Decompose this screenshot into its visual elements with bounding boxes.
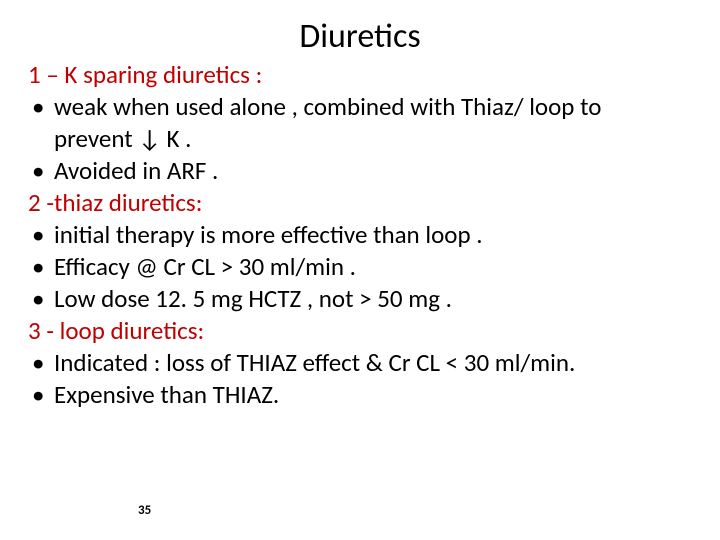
bullet-text: Expensive than THIAZ. <box>54 379 692 411</box>
bullet-marker: • <box>28 283 54 315</box>
bullet-text: Low dose 12. 5 mg HCTZ , not > 50 mg . <box>54 283 692 315</box>
bullet-text: Avoided in ARF . <box>54 155 692 187</box>
section-heading-3: 3 - loop diuretics: <box>28 315 692 347</box>
slide-title: Diuretics <box>28 16 692 57</box>
bullet-item: • weak when used alone , combined with T… <box>28 91 692 155</box>
bullet-item: • Avoided in ARF . <box>28 155 692 187</box>
bullet-marker: • <box>28 155 54 187</box>
bullet-marker: • <box>28 219 54 251</box>
bullet-marker: • <box>28 91 54 123</box>
bullet-marker: • <box>28 251 54 283</box>
bullet-item: • Expensive than THIAZ. <box>28 379 692 411</box>
slide-number: 35 <box>138 503 151 518</box>
bullet-text: weak when used alone , combined with Thi… <box>54 91 692 155</box>
bullet-item: • Indicated : loss of THIAZ effect & Cr … <box>28 347 692 379</box>
bullet-marker: • <box>28 347 54 379</box>
bullet-item: • initial therapy is more effective than… <box>28 219 692 251</box>
slide-body: 1 – K sparing diuretics : • weak when us… <box>28 59 692 411</box>
bullet-text: initial therapy is more effective than l… <box>54 219 692 251</box>
section-heading-1: 1 – K sparing diuretics : <box>28 59 692 91</box>
section-heading-2: 2 -thiaz diuretics: <box>28 187 692 219</box>
bullet-text: Indicated : loss of THIAZ effect & Cr CL… <box>54 347 692 379</box>
bullet-item: • Efficacy @ Cr CL > 30 ml/min . <box>28 251 692 283</box>
bullet-text: Efficacy @ Cr CL > 30 ml/min . <box>54 251 692 283</box>
bullet-marker: • <box>28 379 54 411</box>
bullet-item: • Low dose 12. 5 mg HCTZ , not > 50 mg . <box>28 283 692 315</box>
